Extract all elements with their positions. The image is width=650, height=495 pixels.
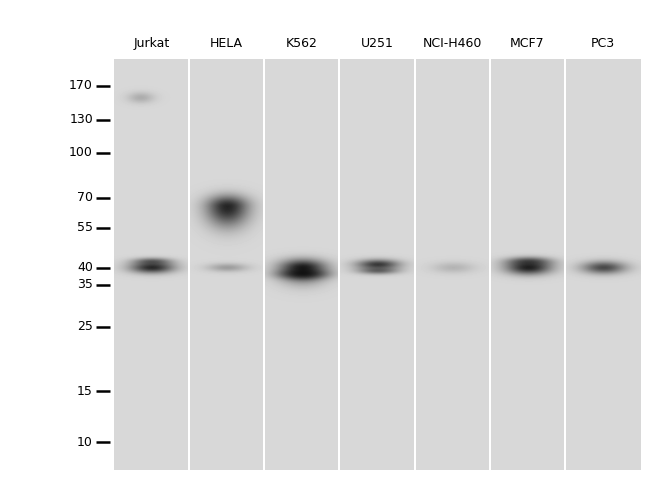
Text: MCF7: MCF7 [510, 38, 545, 50]
Text: PC3: PC3 [591, 38, 615, 50]
Bar [265, 59, 339, 470]
Bar [114, 59, 188, 470]
Text: 35: 35 [77, 278, 93, 291]
Text: 10: 10 [77, 436, 93, 448]
Text: 130: 130 [69, 113, 93, 126]
Bar [564, 59, 566, 470]
Bar [339, 59, 341, 470]
Text: K562: K562 [286, 38, 318, 50]
Bar [190, 59, 263, 470]
Bar [263, 59, 265, 470]
Bar [415, 59, 489, 470]
Bar [188, 59, 190, 470]
Text: 100: 100 [69, 146, 93, 159]
Bar [564, 59, 566, 470]
Text: NCI-H460: NCI-H460 [422, 38, 482, 50]
Text: 170: 170 [69, 80, 93, 93]
Bar [489, 59, 491, 470]
Bar [413, 59, 415, 470]
Text: 15: 15 [77, 385, 93, 397]
Bar [413, 59, 415, 470]
Text: 55: 55 [77, 221, 93, 234]
Text: Jurkat: Jurkat [133, 38, 170, 50]
Bar [339, 59, 341, 470]
Bar [566, 59, 640, 470]
Text: 70: 70 [77, 191, 93, 204]
Bar [341, 59, 413, 470]
Text: 40: 40 [77, 261, 93, 274]
Text: 25: 25 [77, 320, 93, 334]
Bar [491, 59, 564, 470]
Bar [263, 59, 265, 470]
Text: HELA: HELA [210, 38, 243, 50]
Bar [188, 59, 190, 470]
Text: U251: U251 [361, 38, 393, 50]
Bar [489, 59, 491, 470]
